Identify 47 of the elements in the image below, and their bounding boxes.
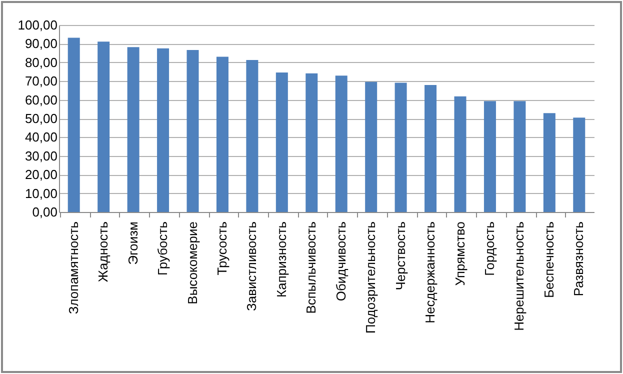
x-tick-label: Подозрительность — [363, 221, 378, 334]
y-tick-label: 40,00 — [24, 130, 58, 145]
x-tick-label: Вспыльчивость — [304, 221, 319, 314]
y-tick-label: 80,00 — [24, 54, 58, 70]
x-tick-label: Несдержанность — [422, 221, 438, 324]
bar — [365, 82, 378, 212]
x-tick-label: Гордость — [482, 221, 497, 276]
y-tick-label: 0,00 — [32, 204, 58, 220]
bar — [68, 38, 80, 212]
bar — [335, 76, 348, 212]
y-tick-label: 50,00 — [24, 111, 58, 126]
x-tick-label: Эгоизм — [125, 221, 140, 265]
bar — [424, 85, 437, 212]
bar — [484, 101, 496, 212]
x-tick-label: Упрямство — [452, 222, 468, 286]
bar — [157, 48, 170, 212]
bar — [276, 72, 288, 212]
x-tick-label: Грубость — [155, 221, 170, 276]
x-tick-label: Высокомерие — [184, 222, 200, 304]
x-tick-label: Черствость — [392, 221, 408, 290]
y-tick-label: 100,00 — [18, 18, 58, 32]
x-tick-label: Капризность — [274, 221, 289, 298]
bar — [98, 42, 110, 212]
y-tick-label: 30,00 — [24, 148, 58, 164]
bar — [127, 47, 140, 212]
y-tick-label: 90,00 — [24, 36, 58, 52]
x-tick-label: Злопамятность — [66, 221, 81, 314]
bar — [543, 113, 556, 212]
x-tick-label: Трусость — [214, 221, 230, 276]
y-tick-label: 60,00 — [24, 92, 58, 108]
bar — [454, 96, 466, 212]
x-tick-label: Обидчивость — [333, 221, 348, 302]
y-tick-label: 70,00 — [24, 74, 58, 89]
x-tick-label: Развязность — [571, 221, 586, 296]
bar — [246, 60, 258, 212]
bar — [573, 118, 586, 212]
bar — [186, 50, 199, 212]
bar — [514, 101, 526, 212]
bar — [216, 56, 228, 212]
x-tick-label: Нерешительность — [512, 221, 527, 331]
x-tick-label: Завистливость — [244, 221, 260, 311]
y-tick-label: 10,00 — [24, 186, 58, 201]
bar — [306, 73, 318, 212]
x-tick-label: Жадность — [96, 221, 111, 282]
x-tick-label: Беспечность — [541, 221, 556, 298]
y-tick-label: 20,00 — [24, 167, 58, 182]
bar — [394, 82, 407, 212]
